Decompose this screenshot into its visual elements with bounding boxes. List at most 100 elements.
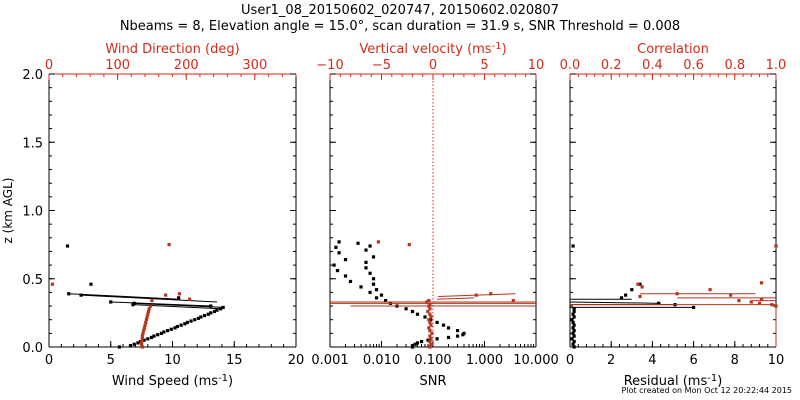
top-tick-label: 0.8 xyxy=(724,58,745,73)
data-point xyxy=(429,342,433,346)
data-point xyxy=(150,298,154,303)
y-axis-label: z (km AGL) xyxy=(1,178,15,244)
top-tick-label: 10 xyxy=(528,58,545,73)
data-point xyxy=(428,312,432,316)
data-point xyxy=(624,293,628,297)
data-point xyxy=(636,282,640,286)
data-point xyxy=(371,255,376,259)
data-point xyxy=(419,339,424,344)
x-tick-label: 0 xyxy=(566,353,574,368)
top-axis-label: Correlation xyxy=(637,42,709,57)
data-point xyxy=(359,285,363,289)
data-point xyxy=(708,288,712,292)
panel-residual: 0 2 4 6 8 10 0.0 0.2 0.4 0.6 0.8 1.0 xyxy=(560,58,787,368)
series-black-snr xyxy=(332,240,466,349)
data-point xyxy=(189,319,193,323)
data-point xyxy=(209,311,213,315)
data-point xyxy=(429,323,433,327)
data-point xyxy=(140,345,144,349)
data-point xyxy=(188,297,192,301)
x-tick-label: 0.001 xyxy=(311,353,348,368)
data-point xyxy=(371,282,376,286)
data-point xyxy=(221,305,225,310)
data-point xyxy=(429,318,433,322)
data-point xyxy=(435,337,439,341)
data-point xyxy=(675,292,679,296)
data-point xyxy=(89,282,93,286)
data-point xyxy=(368,290,372,294)
data-point xyxy=(343,274,348,278)
data-point xyxy=(152,334,156,338)
data-point xyxy=(117,345,121,349)
series-red-snr xyxy=(330,240,536,349)
data-point xyxy=(757,301,762,305)
data-point xyxy=(79,293,83,297)
data-point xyxy=(335,268,340,273)
x-axis-label: Residual (ms-1) xyxy=(624,373,723,389)
data-point xyxy=(489,292,493,296)
data-point xyxy=(572,345,576,349)
data-point xyxy=(428,320,432,325)
y-tick-label: 1.0 xyxy=(22,205,43,220)
data-point xyxy=(474,293,478,297)
data-segment xyxy=(68,293,180,300)
top-tick-label: −5 xyxy=(372,58,391,73)
data-point xyxy=(175,324,180,329)
top-axis-label: Wind Direction (deg) xyxy=(105,42,239,57)
data-point xyxy=(461,333,465,337)
data-point xyxy=(50,282,55,286)
data-point xyxy=(364,248,368,252)
data-point xyxy=(749,300,753,304)
data-point xyxy=(140,339,144,344)
data-point xyxy=(656,301,661,305)
data-point xyxy=(145,315,149,319)
data-point xyxy=(343,258,348,262)
data-point xyxy=(132,342,136,346)
data-point xyxy=(571,312,575,316)
data-point xyxy=(737,298,741,303)
data-point xyxy=(147,307,151,311)
data-point xyxy=(148,304,153,308)
data-point xyxy=(511,298,515,303)
data-point xyxy=(183,322,187,326)
data-point xyxy=(143,323,147,327)
top-tick-label: 0.2 xyxy=(601,58,622,73)
data-point xyxy=(435,320,439,325)
data-point xyxy=(193,318,197,322)
data-point xyxy=(141,331,145,335)
data-point xyxy=(426,338,430,342)
data-point xyxy=(619,296,624,300)
data-point xyxy=(65,244,70,248)
data-point xyxy=(177,296,181,300)
data-point xyxy=(337,251,341,255)
data-segment xyxy=(569,301,661,304)
x-tick-label: 8 xyxy=(731,353,739,368)
series-red-wind xyxy=(50,243,192,349)
data-point xyxy=(571,331,575,335)
data-point xyxy=(334,245,338,249)
data-point xyxy=(215,308,219,312)
data-point xyxy=(177,292,181,296)
x-tick-label: 10.000 xyxy=(513,353,559,368)
series-red-residual xyxy=(570,244,778,347)
data-point xyxy=(206,312,210,316)
top-tick-label: 0.0 xyxy=(560,58,581,73)
y-tick-label: 0.0 xyxy=(22,341,43,356)
data-point xyxy=(144,318,149,322)
data-point xyxy=(774,304,778,308)
data-point xyxy=(368,271,372,275)
data-point xyxy=(571,326,575,330)
data-point xyxy=(428,329,432,333)
data-point xyxy=(640,285,644,289)
series-black-residual xyxy=(569,244,696,349)
top-tick-label: −10 xyxy=(316,58,343,73)
data-point xyxy=(426,309,430,314)
data-point xyxy=(428,339,432,344)
data-point xyxy=(142,329,146,333)
data-segment xyxy=(134,302,224,308)
x-tick-label: 0.100 xyxy=(414,353,451,368)
data-point xyxy=(165,329,170,333)
data-point xyxy=(142,338,146,342)
data-point xyxy=(571,320,575,325)
data-point xyxy=(131,303,135,307)
